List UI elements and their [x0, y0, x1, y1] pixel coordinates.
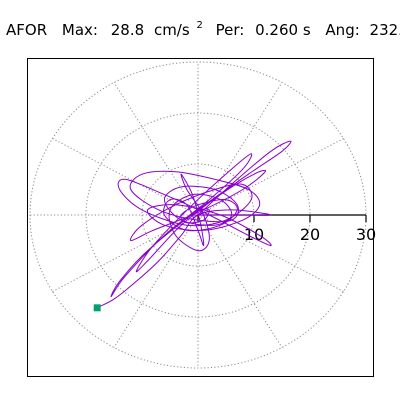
grid-spoke-120	[113, 82, 199, 216]
grid-spoke-240	[113, 214, 199, 348]
max-unit-power: 2	[196, 20, 202, 31]
end-marker	[93, 304, 101, 312]
radial-tick-label-30: 30	[356, 225, 376, 244]
max-unit: cm/s	[154, 21, 190, 39]
motion-trace	[98, 140, 292, 308]
radial-tick-label-10: 10	[244, 225, 264, 244]
per-label: Per:	[216, 21, 245, 39]
grid-spoke-300	[197, 214, 283, 348]
grid-spoke-150	[52, 138, 199, 216]
radial-tick-label-20: 20	[300, 225, 320, 244]
plot-frame	[27, 58, 374, 377]
grid-spoke-60	[197, 82, 283, 216]
ang-label: Ang:	[325, 21, 359, 39]
per-value: 0.260 s	[255, 21, 311, 39]
trace-group	[98, 140, 292, 308]
marker-group	[93, 304, 101, 312]
station-code: AFOR	[6, 21, 47, 39]
max-value: 28.8	[111, 21, 144, 39]
max-label: Max:	[62, 21, 98, 39]
grid-spoke-30	[197, 138, 344, 216]
grid-spoke-330	[197, 214, 344, 292]
ang-value: 232.0	[370, 21, 400, 39]
chart-header: AFOR Max: 28.8 cm/s 2 Per: 0.260 s Ang: …	[6, 14, 400, 39]
